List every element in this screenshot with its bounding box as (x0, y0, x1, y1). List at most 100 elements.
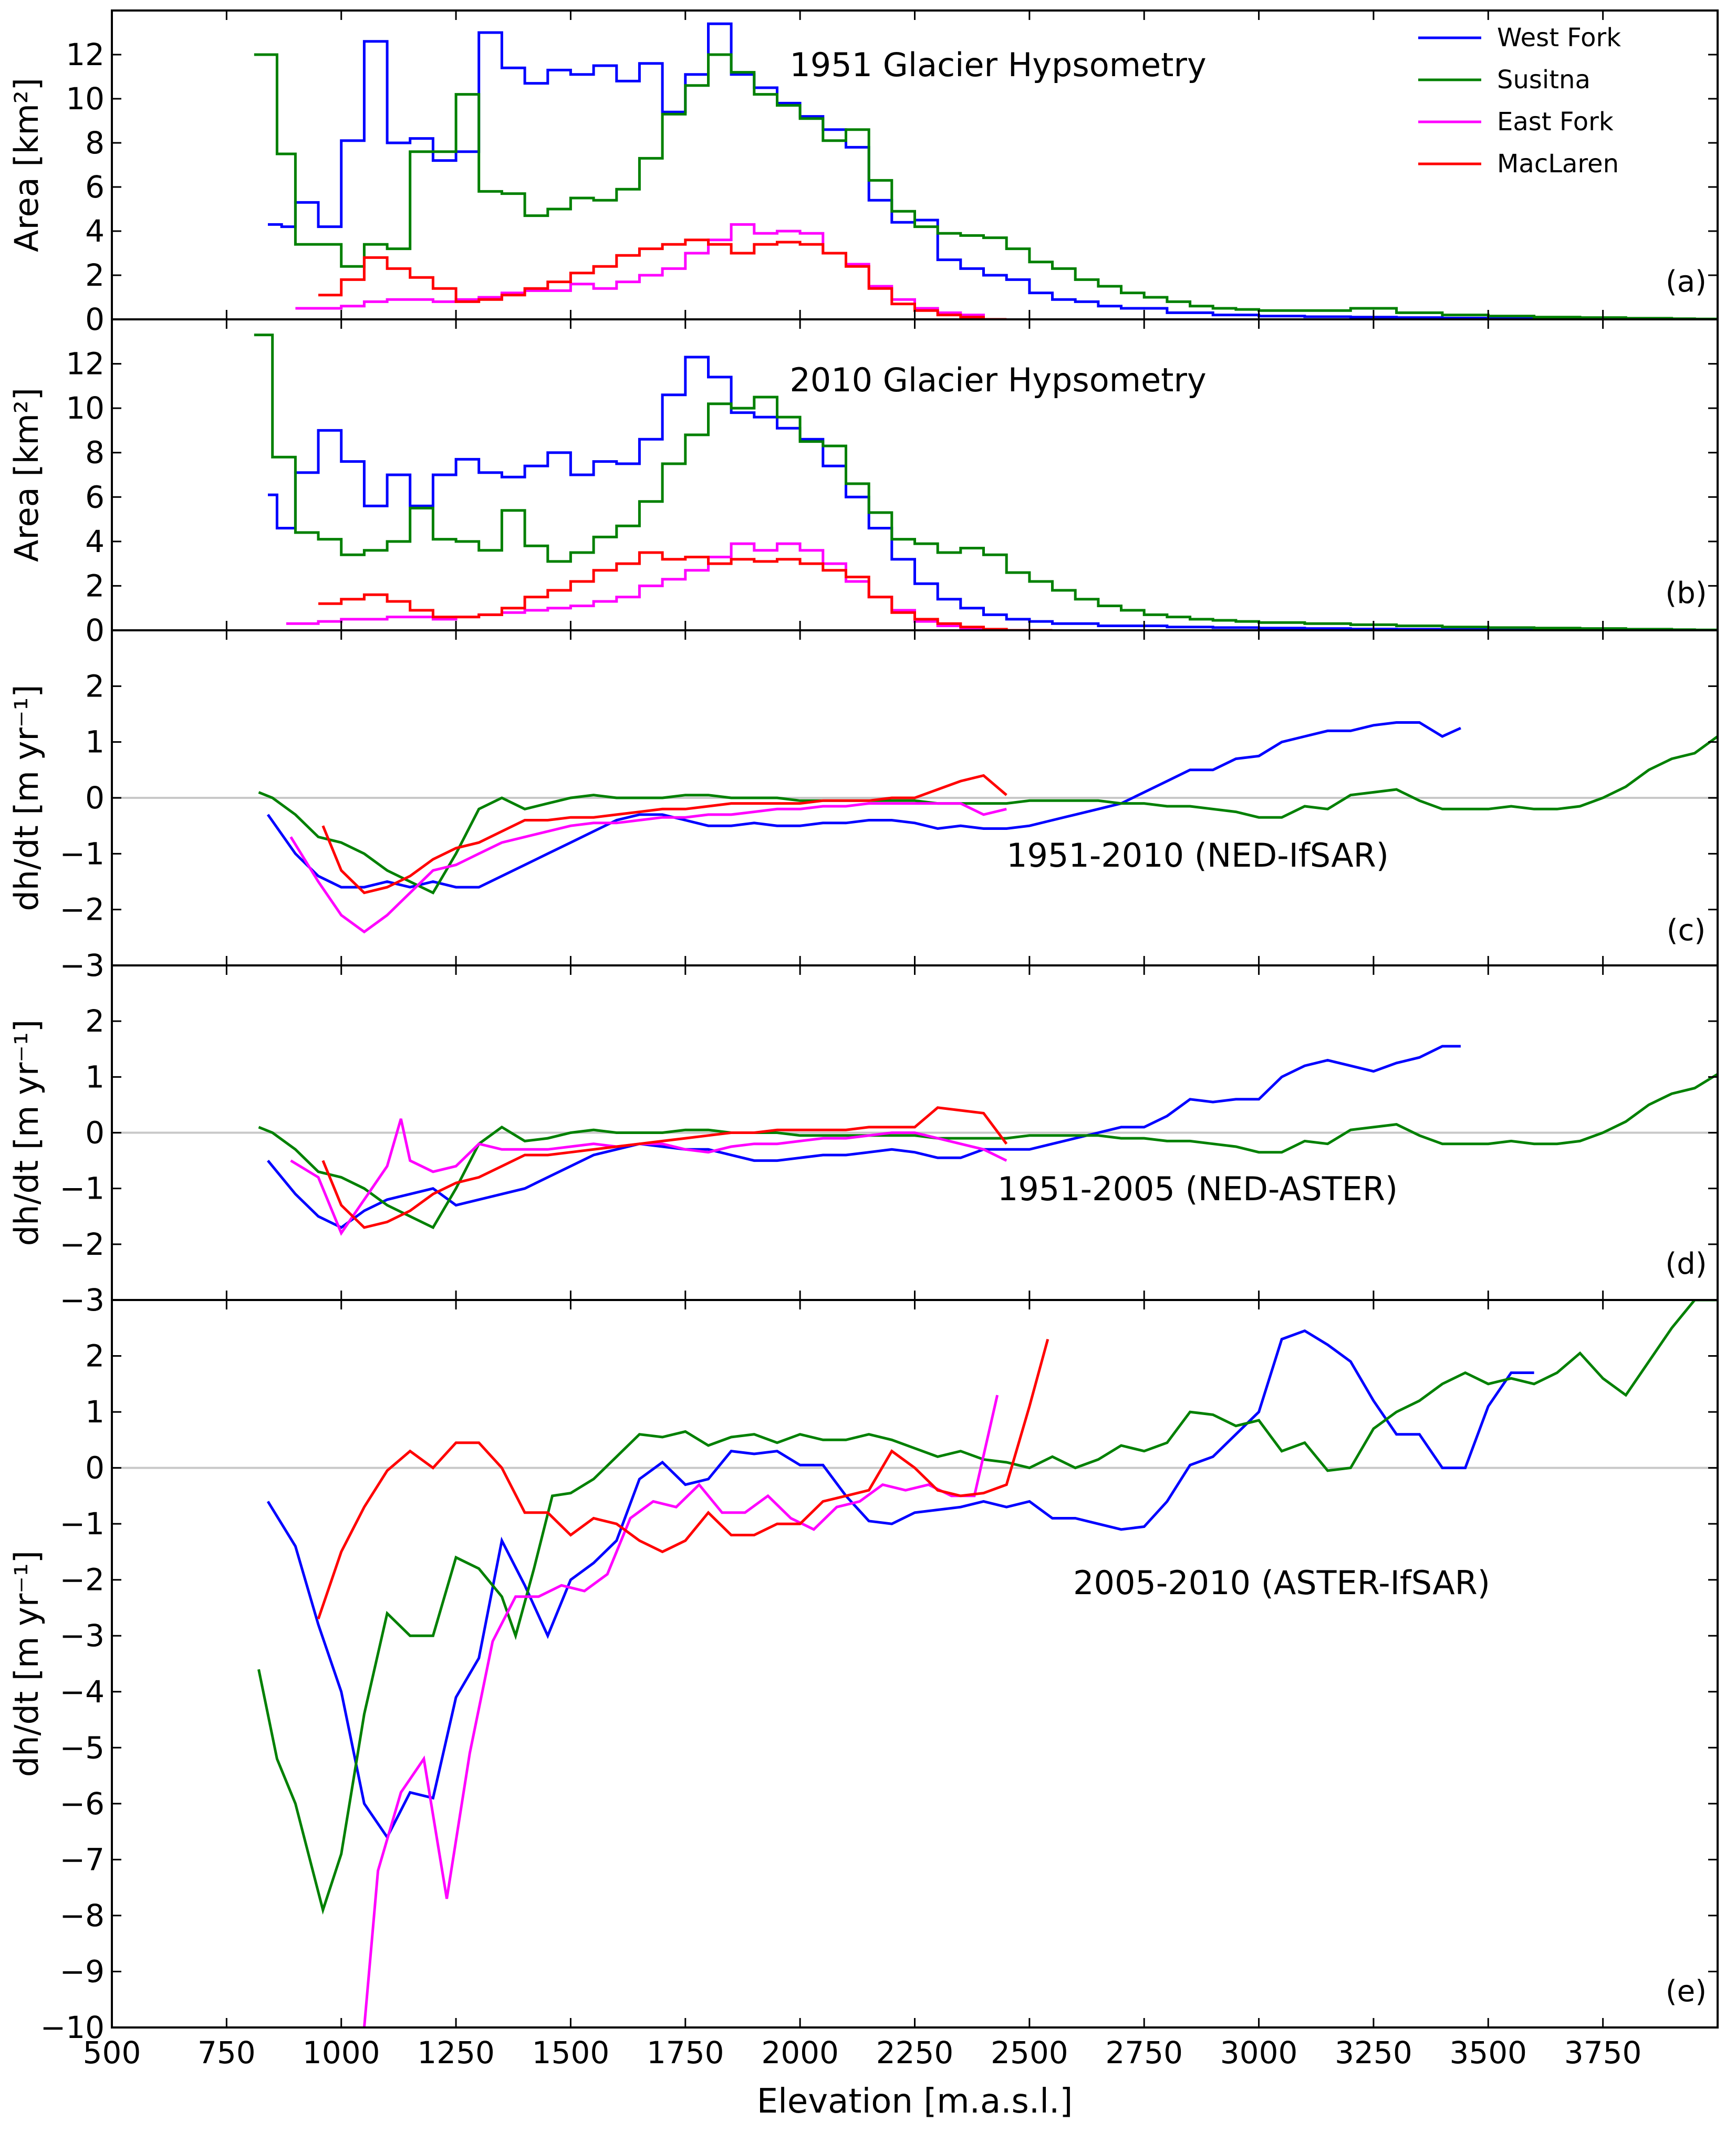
y-tick-label: 1 (85, 1394, 105, 1430)
y-tick-label: 0 (85, 1115, 105, 1151)
y-tick-label: 4 (85, 213, 105, 249)
x-tick-label: 1500 (532, 2035, 610, 2071)
x-tick-label: 2750 (1105, 2035, 1183, 2071)
y-axis-label: Area [km²] (7, 78, 46, 252)
y-tick-label: 0 (85, 301, 105, 337)
y-tick-label: −6 (60, 1786, 105, 1822)
series-west-fork-line (266, 1329, 1534, 1840)
series-susitna-line (254, 53, 1718, 319)
y-tick-label: 8 (85, 125, 105, 161)
panel-d: −3 −2 −1 0 1 2 dh/dt [m yr⁻¹] 1951-2005 (NED-AS… (7, 964, 1719, 1318)
series-susitna-line (257, 1300, 1718, 1915)
series-east-fork-line (289, 802, 1007, 934)
x-tick-label: 500 (83, 2035, 141, 2071)
y-tick-label: −4 (60, 1674, 105, 1710)
panel-title: 2010 Glacier Hypsometry (789, 361, 1206, 399)
x-tick-label: 3750 (1564, 2035, 1642, 2071)
panel-a: 0 2 4 6 8 10 12 Area [km²] 1951 Glacier Hypsomet… (7, 9, 1719, 337)
y-tick-label: 10 (66, 81, 105, 117)
series-group (257, 1300, 1718, 2027)
x-axis-label: Elevation [m.a.s.l.] (757, 2082, 1073, 2121)
series-maclaren-line (317, 1338, 1049, 1620)
series-west-fork-line (266, 721, 1461, 889)
series-west-fork-line (268, 356, 1557, 630)
series-group (254, 22, 1718, 319)
panel-title: 1951 Glacier Hypsometry (789, 46, 1206, 84)
series-group (254, 334, 1718, 630)
series-group (258, 1045, 1718, 1236)
y-axis-label: dh/dt [m yr⁻¹] (7, 684, 46, 911)
panel-label: (b) (1665, 576, 1707, 610)
y-tick-label: −7 (60, 1842, 105, 1877)
x-tick-label: 2500 (991, 2035, 1068, 2071)
panel-title: 1951-2005 (NED-ASTER) (997, 1170, 1398, 1208)
legend-label: East Fork (1497, 107, 1614, 137)
y-tick-label: 2 (85, 1338, 105, 1374)
y-tick-label: 6 (85, 169, 105, 205)
y-tick-label: −1 (60, 1171, 105, 1207)
y-tick-label: −10 (40, 2010, 105, 2045)
y-tick-label: 6 (85, 479, 105, 515)
y-axis-label: dh/dt [m yr⁻¹] (7, 1020, 46, 1246)
legend-label: West Fork (1497, 23, 1621, 53)
y-tick-label: 2 (85, 1003, 105, 1039)
y-tick-label: 4 (85, 524, 105, 559)
y-tick-label: −9 (60, 1953, 105, 1989)
panel-label: (c) (1667, 913, 1706, 948)
y-tick-label: −2 (60, 892, 105, 928)
x-tick-label: 1250 (417, 2035, 495, 2071)
series-west-fork-line (267, 1045, 1461, 1229)
x-tick-label: 3250 (1335, 2035, 1412, 2071)
y-tick-label: 8 (85, 435, 105, 471)
y-tick-label: 1 (85, 1059, 105, 1095)
panel-c: −3 −2 −1 0 1 2 dh/dt [m yr⁻¹] 1951-2010 (NED-If… (7, 629, 1719, 983)
x-tick-label: 1000 (303, 2035, 380, 2071)
legend: West Fork Susitna East Fork MacLaren (1418, 23, 1621, 179)
x-axis: 500 750 1000 1250 1500 1750 2000 2250 2500 2750 30… (83, 2035, 1642, 2121)
y-tick-label: 10 (66, 390, 105, 426)
series-maclaren-line (321, 774, 1007, 895)
panel-title: 1951-2010 (NED-IfSAR) (1006, 836, 1389, 875)
series-susitna-line (254, 334, 1718, 630)
series-susitna-line (258, 735, 1718, 895)
x-tick-label: 2000 (761, 2035, 839, 2071)
y-tick-label: 1 (85, 724, 105, 760)
panel-label: (e) (1666, 1974, 1707, 2009)
x-tick-label: 3500 (1449, 2035, 1527, 2071)
y-tick-label: 12 (66, 37, 105, 72)
y-tick-label: 12 (66, 346, 105, 382)
y-tick-label: 2 (85, 568, 105, 604)
y-tick-label: −1 (60, 836, 105, 871)
y-axis-label: Area [km²] (7, 388, 46, 562)
y-tick-label: −1 (60, 1506, 105, 1542)
series-group (258, 721, 1718, 934)
panel-title: 2005-2010 (ASTER-IfSAR) (1073, 1564, 1490, 1602)
series-maclaren-line (321, 1106, 1008, 1229)
series-east-fork-line (362, 1395, 999, 2027)
y-tick-label: −3 (60, 1618, 105, 1653)
y-tick-label: −2 (60, 1562, 105, 1598)
x-tick-label: 1750 (647, 2035, 724, 2071)
x-tick-label: 3000 (1220, 2035, 1298, 2071)
y-tick-label: 0 (85, 1450, 105, 1486)
series-susitna-line (258, 1073, 1718, 1230)
y-tick-label: 0 (85, 780, 105, 816)
panel-label: (d) (1665, 1247, 1707, 1281)
panel-frame (111, 1299, 1719, 2029)
y-tick-label: 2 (85, 668, 105, 704)
series-maclaren-line (318, 551, 1053, 630)
legend-label: Susitna (1497, 65, 1591, 95)
y-tick-label: 2 (85, 257, 105, 293)
y-axis-label: dh/dt [m yr⁻¹] (7, 1551, 46, 1777)
y-tick-label: 0 (85, 612, 105, 648)
panel-label: (a) (1666, 265, 1707, 299)
y-tick-label: −3 (60, 948, 105, 983)
y-tick-label: −2 (60, 1226, 105, 1262)
x-tick-label: 750 (197, 2035, 256, 2071)
legend-label: MacLaren (1497, 149, 1619, 179)
y-tick-label: −8 (60, 1898, 105, 1933)
